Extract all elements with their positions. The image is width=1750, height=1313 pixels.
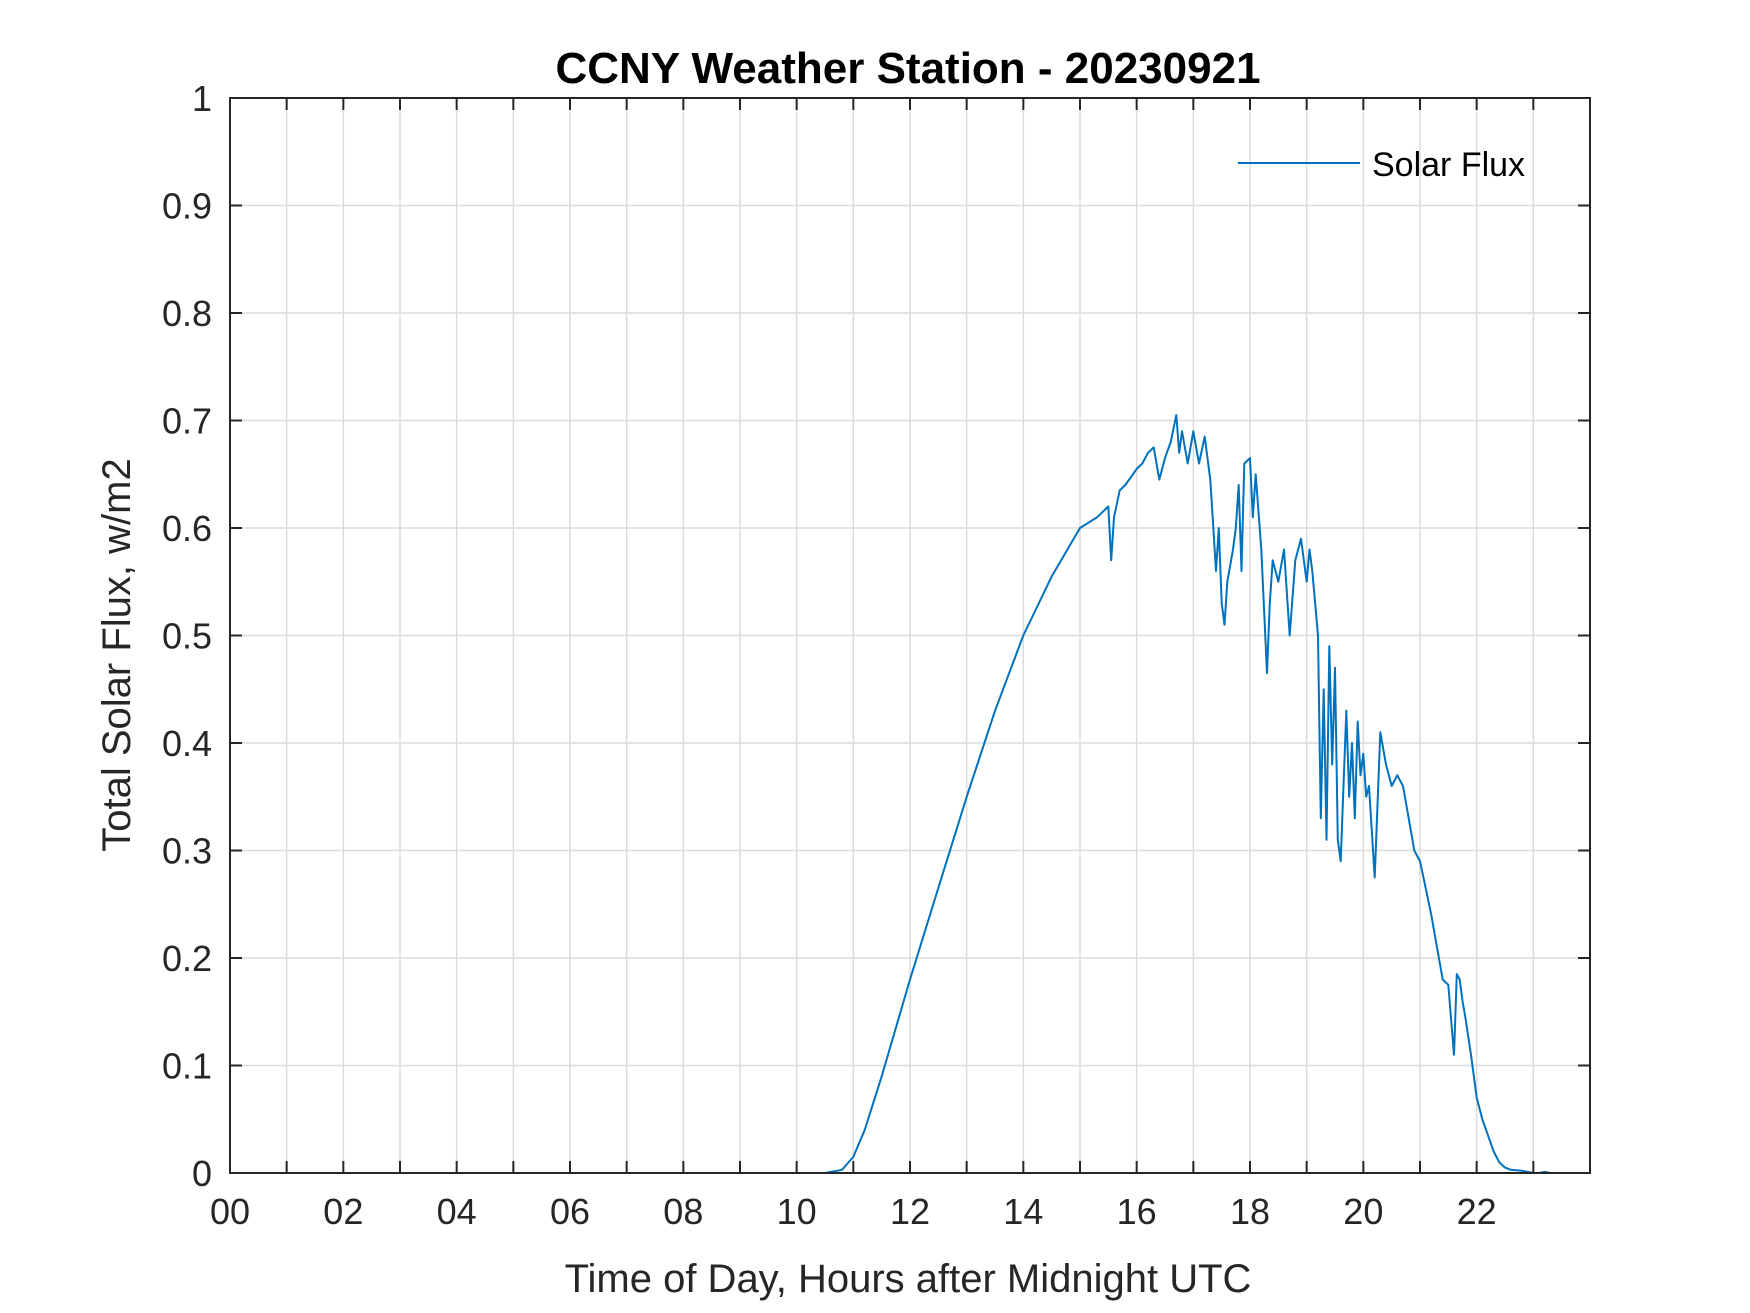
y-tick-label: 0.5 [162, 616, 212, 657]
y-tick-label: 1 [192, 78, 212, 119]
y-tick-label: 0.8 [162, 293, 212, 334]
y-tick-labels: 0 0.1 0.2 0.3 0.4 0.5 0.6 0.7 0.8 0.9 1 [162, 78, 212, 1194]
legend: Solar Flux [1238, 146, 1525, 184]
x-tick-label: 22 [1457, 1191, 1497, 1232]
x-tick-label: 12 [890, 1191, 930, 1232]
series-line-solar-flux [230, 414, 1590, 1174]
y-tick-label: 0.1 [162, 1046, 212, 1087]
chart-title: CCNY Weather Station - 20230921 [555, 44, 1260, 93]
x-tick-label: 14 [1003, 1191, 1043, 1232]
legend-label: Solar Flux [1372, 146, 1525, 184]
tick-marks [229, 97, 1590, 1174]
x-tick-label: 20 [1343, 1191, 1383, 1232]
y-tick-label: 0.9 [162, 186, 212, 227]
y-tick-label: 0.7 [162, 401, 212, 442]
x-tick-label: 02 [323, 1191, 363, 1232]
x-tick-labels: 00 02 04 06 08 10 12 14 16 18 20 22 [210, 1191, 1497, 1232]
x-tick-label: 08 [663, 1191, 703, 1232]
x-tick-label: 06 [550, 1191, 590, 1232]
y-tick-label: 0.6 [162, 508, 212, 549]
x-axis-label: Time of Day, Hours after Midnight UTC [565, 1257, 1252, 1301]
x-tick-label: 16 [1117, 1191, 1157, 1232]
y-tick-label: 0.2 [162, 938, 212, 979]
x-tick-label: 18 [1230, 1191, 1270, 1232]
y-tick-label: 0.3 [162, 831, 212, 872]
y-axis-label: Total Solar Flux, w/m2 [95, 458, 139, 851]
y-tick-label: 0.4 [162, 723, 212, 764]
x-tick-label: 04 [437, 1191, 477, 1232]
x-tick-label: 00 [210, 1191, 250, 1232]
x-tick-label: 10 [777, 1191, 817, 1232]
y-tick-label: 0 [192, 1153, 212, 1194]
series-layer [230, 414, 1590, 1174]
